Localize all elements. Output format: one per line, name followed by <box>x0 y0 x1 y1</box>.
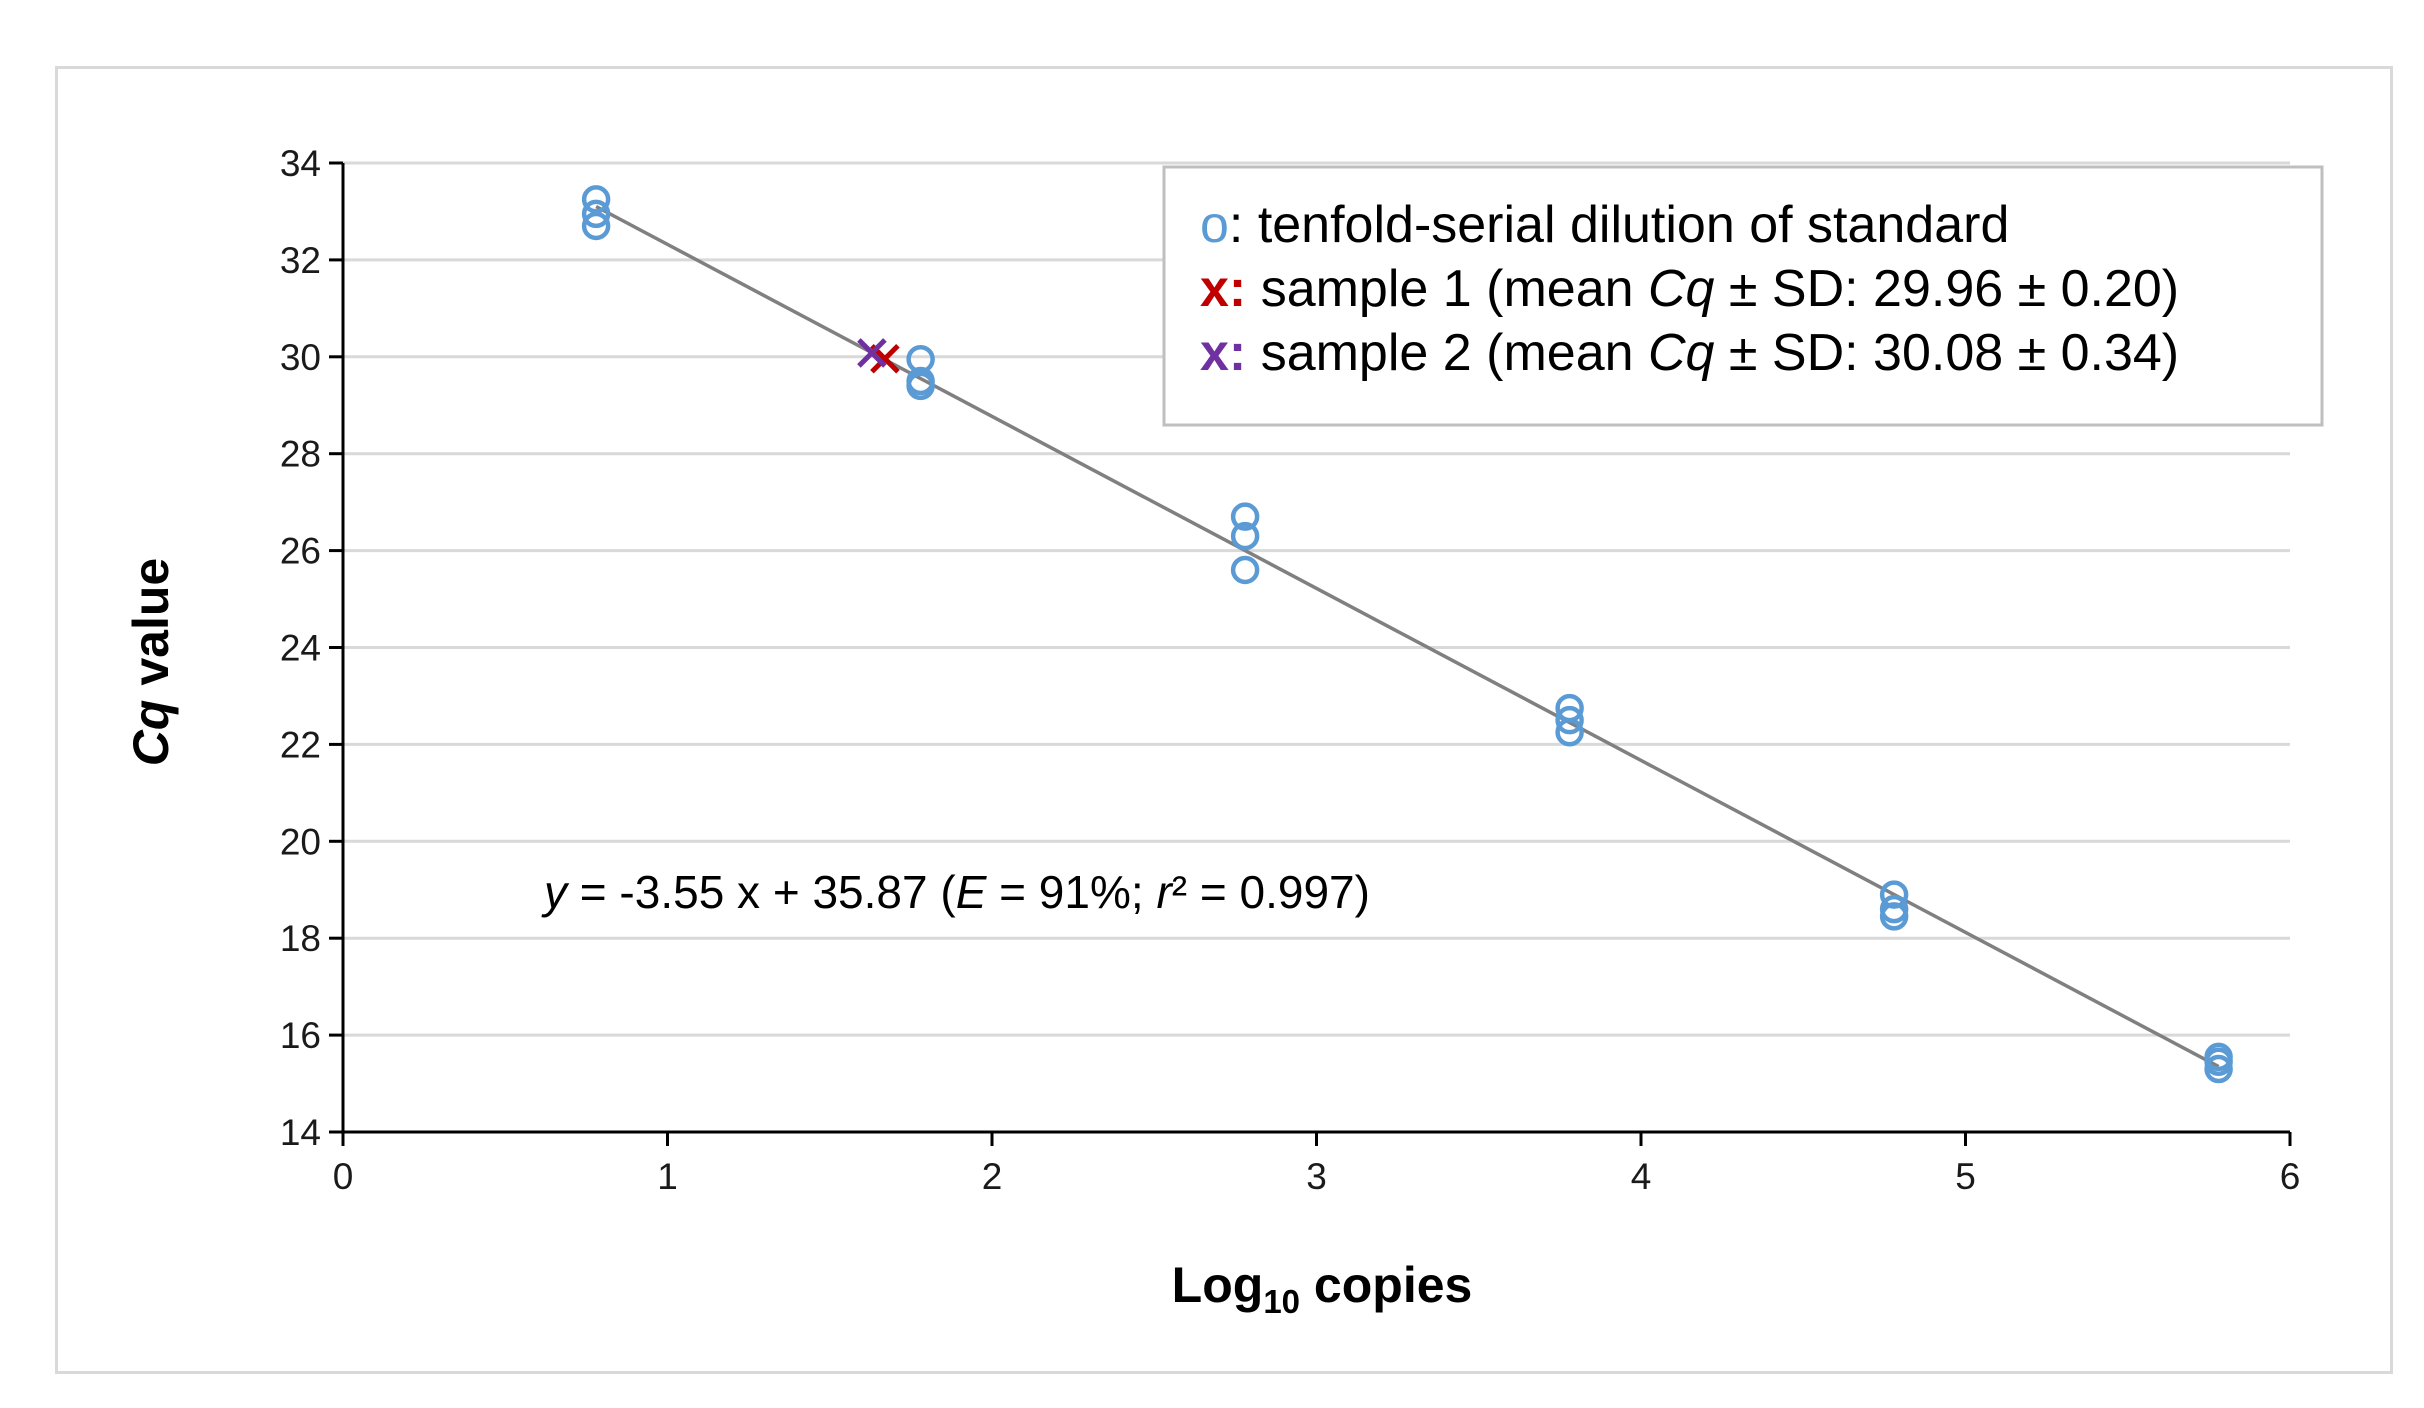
x-tick-label: 4 <box>1631 1156 1652 1197</box>
y-tick-label: 18 <box>280 918 321 959</box>
x-tick-label: 6 <box>2280 1156 2301 1197</box>
regression-equation: y = -3.55 x + 35.87 (E = 91%; r² = 0.997… <box>541 866 1370 918</box>
legend-box <box>1162 165 2324 427</box>
x-tick-label: 0 <box>333 1156 354 1197</box>
legend-symbol-sample-1: x: <box>1200 260 1246 318</box>
standard-point <box>1879 902 1909 931</box>
y-tick-label: 30 <box>280 337 321 378</box>
standard-point <box>1230 555 1260 585</box>
data-points <box>581 185 2233 1084</box>
legend-entry-sample-1: x: sample 1 (mean Cq ± SD: 29.96 ± 0.20) <box>1200 260 2179 318</box>
x-axis-title: Log10 copies <box>1172 1257 1473 1320</box>
y-tick-label: 22 <box>280 724 321 765</box>
standard-point <box>581 211 611 241</box>
standard-point <box>906 371 935 401</box>
standard-point <box>581 185 611 214</box>
legend: o: tenfold-serial dilution of standard x… <box>1162 165 2324 427</box>
sample-2-point <box>857 338 887 368</box>
y-axis-title: Cq value <box>123 558 179 766</box>
x-tick-label: 3 <box>1306 1156 1327 1197</box>
y-tick-label: 24 <box>280 628 321 669</box>
y-tick-label: 32 <box>280 240 321 281</box>
standard-point <box>2204 1054 2233 1084</box>
standard-point <box>581 199 611 229</box>
legend-symbol-sample-2: x: <box>1200 324 1246 382</box>
standard-point <box>1230 521 1260 551</box>
y-tick-label: 34 <box>280 143 321 184</box>
x-tick-label: 1 <box>657 1156 678 1197</box>
legend-entry-standard: o: tenfold-serial dilution of standard <box>1200 196 2009 254</box>
legend-symbol-standard: o <box>1200 196 1229 254</box>
standard-point <box>1555 705 1584 735</box>
y-tick-label: 20 <box>280 821 321 862</box>
y-tick-label: 26 <box>280 531 321 572</box>
x-tick-label: 5 <box>1955 1156 1976 1197</box>
standard-point <box>1230 502 1260 531</box>
x-tick-label: 2 <box>982 1156 1003 1197</box>
y-tick-label: 14 <box>280 1112 321 1153</box>
y-tick-label: 28 <box>280 434 321 475</box>
y-tick-label: 16 <box>280 1015 321 1056</box>
legend-entry-sample-2: x: sample 2 (mean Cq ± SD: 30.08 ± 0.34) <box>1200 324 2179 382</box>
standard-point <box>1555 718 1584 747</box>
